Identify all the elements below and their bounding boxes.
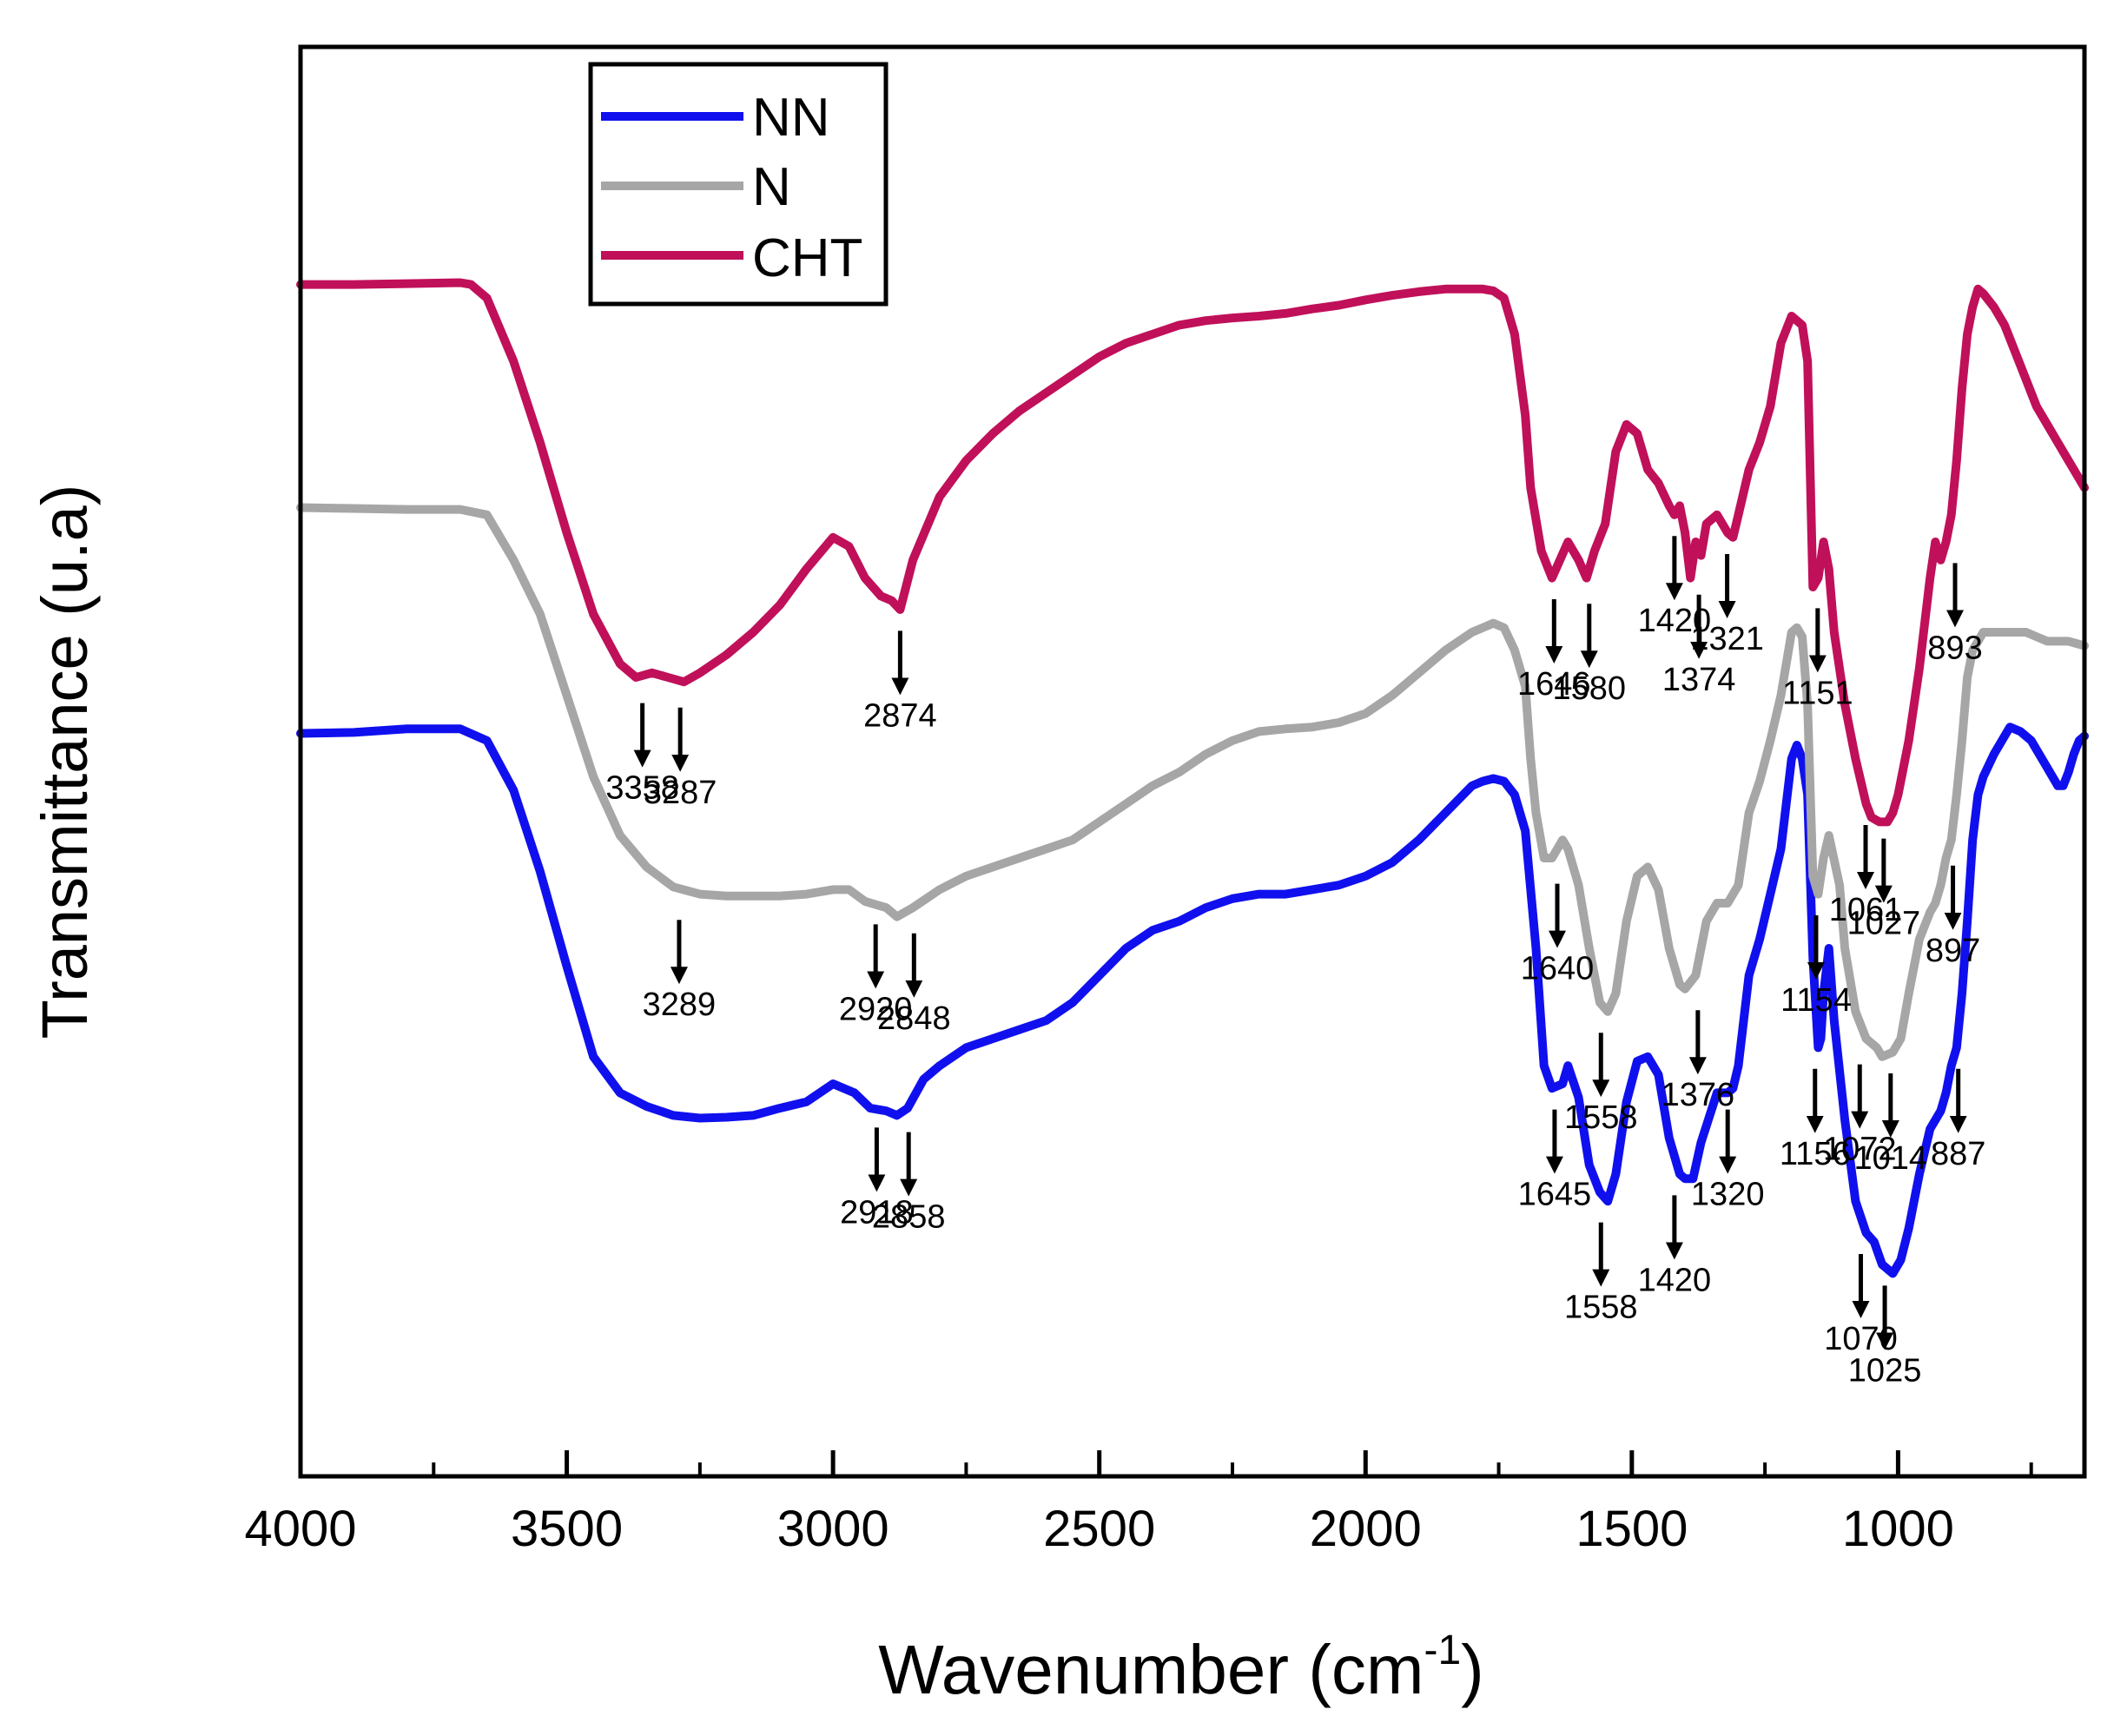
peak-annotation-cht-2874: 2874 xyxy=(863,630,937,734)
peak-annotation-n-1014: 1014 xyxy=(1854,1073,1928,1177)
series-line-n xyxy=(296,503,2089,1061)
peak-annotation-nn-1025: 1025 xyxy=(1848,1285,1922,1389)
x-tick-label-3500: 3500 xyxy=(511,1501,623,1557)
peak-annotation-n-897: 897 xyxy=(1926,865,1980,969)
x-tick-label-2000: 2000 xyxy=(1310,1501,1422,1557)
legend-label-cht: CHT xyxy=(752,228,862,288)
peak-label: 2920 xyxy=(839,991,913,1027)
peak-label: 1156 xyxy=(1780,1136,1851,1172)
legend: NN N CHT xyxy=(588,62,889,307)
peak-annotation-cht-1374: 1374 xyxy=(1662,594,1736,698)
x-tick-label-1000: 1000 xyxy=(1842,1501,1954,1557)
peak-label: 1320 xyxy=(1691,1177,1765,1213)
peak-label: 887 xyxy=(1931,1136,1985,1172)
peak-annotation-nn-2858: 2858 xyxy=(872,1132,946,1236)
peak-annotation-cht-1027: 1027 xyxy=(1847,838,1921,942)
peak-annotation-n-1640: 1640 xyxy=(1521,883,1595,987)
peak-label: 3287 xyxy=(644,775,717,811)
peak-label: 3289 xyxy=(643,987,717,1023)
peak-annotation-nn-1156: 1156 xyxy=(1780,1068,1851,1172)
x-axis-title-text: Wavenumber (cm xyxy=(878,1631,1424,1708)
x-tick-label-3000: 3000 xyxy=(777,1501,889,1557)
y-axis-title: Transmittance (u.a) xyxy=(29,485,101,1040)
peak-annotation-nn-2918: 2918 xyxy=(840,1127,914,1231)
peak-label: 1580 xyxy=(1553,670,1627,707)
peak-annotation-cht-1646: 1646 xyxy=(1517,599,1591,703)
peak-annotation-cht-1151: 1151 xyxy=(1782,608,1853,711)
peak-label: 1151 xyxy=(1782,675,1853,711)
peak-annotation-n-3289: 3289 xyxy=(643,920,717,1023)
peak-label: 2918 xyxy=(840,1194,914,1231)
peak-annotation-cht-3287: 3287 xyxy=(644,707,717,811)
peak-annotation-n-2848: 2848 xyxy=(877,933,951,1037)
peak-label: 1646 xyxy=(1517,666,1591,703)
peak-annotation-nn-1645: 1645 xyxy=(1518,1109,1592,1213)
x-tick-label-4000: 4000 xyxy=(244,1501,356,1557)
peak-annotation-n-1558: 1558 xyxy=(1564,1033,1638,1136)
peak-label: 1025 xyxy=(1848,1352,1922,1389)
peak-label: 2874 xyxy=(863,697,937,734)
peak-label: 893 xyxy=(1927,630,1982,666)
peak-label: 1420 xyxy=(1638,1262,1712,1298)
series-layer xyxy=(296,278,2089,1278)
peak-label: 1027 xyxy=(1847,906,1921,942)
peak-annotation-n-1154: 1154 xyxy=(1780,915,1852,1019)
peak-annotation-nn-1420: 1420 xyxy=(1638,1195,1712,1298)
annotation-layer: 3358328728741646158014201374132111511061… xyxy=(605,536,1985,1389)
x-axis: 4000 3500 3000 2500 2000 1500 1000 xyxy=(244,1450,2033,1557)
peak-label: 3358 xyxy=(605,770,679,807)
peak-annotation-n-1376: 1376 xyxy=(1661,1010,1735,1113)
peak-label: 1376 xyxy=(1661,1077,1735,1113)
x-axis-title: Wavenumber (cm-1) xyxy=(878,1627,1484,1708)
peak-label: 1645 xyxy=(1518,1177,1592,1213)
x-axis-title-sup: -1 xyxy=(1424,1627,1461,1673)
x-tick-label-1500: 1500 xyxy=(1576,1501,1688,1557)
peak-label: 897 xyxy=(1926,933,1980,969)
x-tick-label-2500: 2500 xyxy=(1043,1501,1155,1557)
peak-annotation-cht-3358: 3358 xyxy=(605,703,679,807)
peak-annotation-cht-1580: 1580 xyxy=(1553,604,1627,707)
peak-annotation-nn-887: 887 xyxy=(1931,1068,1985,1172)
legend-label-nn: NN xyxy=(752,88,830,148)
peak-annotation-cht-1321: 1321 xyxy=(1690,554,1764,657)
x-axis-title-close: ) xyxy=(1461,1631,1484,1708)
peak-label: 2848 xyxy=(877,1000,951,1037)
series-line-nn xyxy=(296,723,2089,1278)
peak-label: 1558 xyxy=(1564,1290,1638,1326)
peak-label: 1640 xyxy=(1521,951,1595,987)
peak-label: 1321 xyxy=(1690,621,1764,657)
peak-annotation-n-2920: 2920 xyxy=(839,924,913,1027)
peak-label: 1374 xyxy=(1662,662,1736,698)
legend-label-n: N xyxy=(752,157,791,217)
peak-annotation-nn-1320: 1320 xyxy=(1691,1109,1765,1213)
peak-annotation-cht-893: 893 xyxy=(1927,563,1983,666)
peak-annotation-nn-1558: 1558 xyxy=(1564,1222,1638,1326)
peak-label: 1014 xyxy=(1854,1140,1928,1177)
peak-label: 2858 xyxy=(872,1199,946,1236)
peak-label: 1558 xyxy=(1564,1099,1638,1136)
peak-label: 1154 xyxy=(1780,982,1852,1019)
plot-frame xyxy=(298,44,2087,1479)
series-line-cht xyxy=(296,278,2089,827)
